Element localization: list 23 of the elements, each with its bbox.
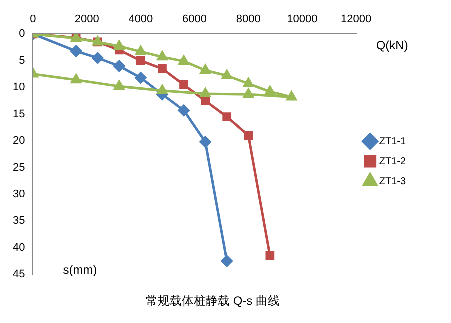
y-tick-label: 35 <box>12 215 26 228</box>
x-tick-label: 2000 <box>74 14 100 26</box>
legend-label: ZT1-3 <box>379 176 406 188</box>
y-tick-label: 40 <box>12 242 26 254</box>
y-tick-label: 30 <box>12 188 26 200</box>
x-axis-title: Q(kN) <box>376 38 408 53</box>
y-tick-label: 5 <box>19 54 26 67</box>
x-tick-label: 4000 <box>128 14 154 26</box>
y-axis-title: s(mm) <box>63 262 98 277</box>
y-tick-label: 0 <box>19 28 26 40</box>
y-tick-label: 20 <box>12 135 26 148</box>
text: 常规载体桩静载 Q-s 曲线 <box>146 294 280 308</box>
x-tick-label: 6000 <box>182 14 208 26</box>
x-tick-label: 8000 <box>236 14 261 26</box>
legend-label: ZT1-2 <box>379 156 406 168</box>
x-tick-label: 0 <box>30 14 36 26</box>
y-tick-label: 25 <box>12 162 26 174</box>
y-tick-label: 10 <box>12 82 26 94</box>
legend-label: ZT1-1 <box>379 136 406 148</box>
y-tick-label: 15 <box>12 108 26 120</box>
x-tick-label: 10000 <box>287 14 318 26</box>
y-tick-label: 45 <box>12 268 26 281</box>
x-tick-label: 12000 <box>341 14 372 26</box>
